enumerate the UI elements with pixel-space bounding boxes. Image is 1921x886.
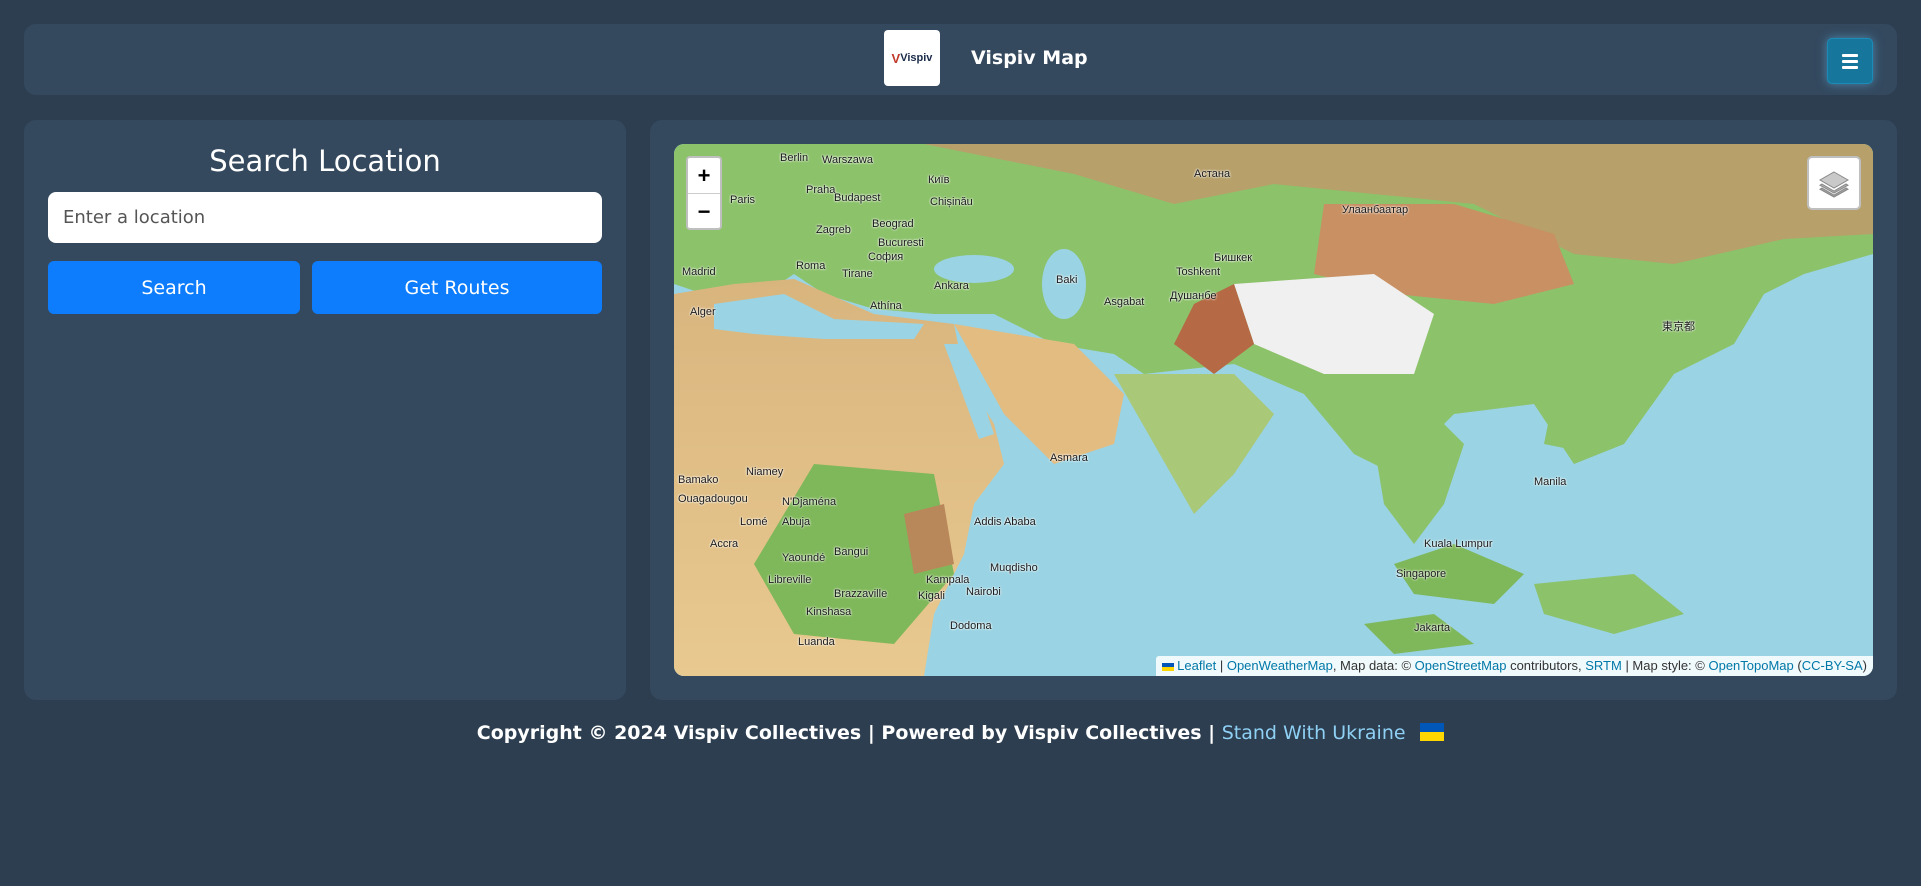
map-place-label: Душанбе <box>1170 290 1217 302</box>
search-heading: Search Location <box>209 144 441 178</box>
attribution-map-data-text: , Map data: © <box>1332 658 1415 673</box>
map-place-label: Ankara <box>934 280 969 292</box>
map-place-label: Addis Ababa <box>974 516 1036 528</box>
map-place-label: Libreville <box>768 574 812 586</box>
app-title[interactable]: Vispiv Map <box>971 47 1088 69</box>
map-place-label: N'Djaména <box>782 496 837 508</box>
map-place-label: Toshkent <box>1176 266 1221 278</box>
map-place-label: Dodoma <box>950 620 992 632</box>
map-place-label: Berlin <box>780 152 809 164</box>
map-place-label: Kuala Lumpur <box>1424 538 1493 550</box>
map-place-label: Asgabat <box>1104 296 1145 308</box>
cc-by-sa-link[interactable]: CC-BY-SA <box>1801 658 1863 673</box>
map-place-label: Brazzaville <box>834 588 888 600</box>
map-place-label: Beograd <box>872 218 914 230</box>
openstreetmap-link[interactable]: OpenStreetMap <box>1414 658 1507 673</box>
search-button[interactable]: Search <box>48 261 300 314</box>
map-place-label: Jakarta <box>1414 622 1451 634</box>
map-place-label: Nairobi <box>966 586 1001 598</box>
get-routes-button[interactable]: Get Routes <box>312 261 602 314</box>
map-place-label: Kigali <box>918 590 945 602</box>
map-place-label: Tirane <box>842 268 873 280</box>
stand-with-ukraine-link[interactable]: Stand With Ukraine <box>1221 722 1406 744</box>
ukraine-flag-icon <box>1420 723 1445 741</box>
map-place-label: Kinshasa <box>806 606 852 618</box>
vispiv-logo[interactable]: V Vispiv <box>884 30 940 86</box>
map-place-label: Астана <box>1194 168 1231 180</box>
srtm-link[interactable]: SRTM <box>1585 658 1622 673</box>
menu-toggle-button[interactable] <box>1827 38 1873 84</box>
opentopomap-link[interactable]: OpenTopoMap <box>1708 658 1794 673</box>
map-place-label: Zagreb <box>816 224 851 236</box>
logo-mark-icon: V <box>891 50 901 66</box>
footer: Copyright © 2024 Vispiv Collectives | Po… <box>0 722 1921 744</box>
map-place-label: Muqdisho <box>990 562 1038 574</box>
map-place-label: Athína <box>870 300 902 312</box>
map-place-label: Paris <box>730 194 756 206</box>
map-place-label: Lomé <box>740 516 768 528</box>
map-place-label: Niamey <box>746 466 784 478</box>
map-place-label: Bangui <box>834 546 869 558</box>
leaflet-link[interactable]: Leaflet <box>1177 658 1217 673</box>
location-search-input[interactable] <box>48 192 602 243</box>
ukraine-flag-icon <box>1162 662 1175 671</box>
layers-icon <box>1818 171 1850 198</box>
map-place-label: Budapest <box>834 192 881 204</box>
map-place-label: Accra <box>710 538 739 550</box>
map-place-label: Baki <box>1056 274 1078 286</box>
hamburger-icon <box>1842 51 1858 72</box>
attribution-map-style-text: | Map style: © <box>1621 658 1709 673</box>
map-place-label: Alger <box>690 306 716 318</box>
map-place-label: София <box>868 251 904 263</box>
map-place-label: Ouagadougou <box>678 493 748 505</box>
map-place-label: Singapore <box>1396 568 1447 580</box>
map-panel: Berlin Warszawa Praha Київ Budapest Chiș… <box>650 120 1897 700</box>
map-place-label: Bucuresti <box>878 237 924 249</box>
map-place-label: Luanda <box>798 636 835 648</box>
map-place-label: Roma <box>796 260 826 272</box>
layers-control-button[interactable] <box>1807 156 1861 210</box>
map-view[interactable]: Berlin Warszawa Praha Київ Budapest Chiș… <box>674 144 1873 676</box>
map-place-label: Kampala <box>926 574 970 586</box>
map-place-label: Бишкек <box>1214 252 1253 264</box>
footer-copyright-text: Copyright © 2024 Vispiv Collectives | Po… <box>476 722 1222 744</box>
map-place-label: Praha <box>806 184 836 196</box>
zoom-control: + − <box>686 156 722 230</box>
map-place-label: Bamako <box>678 474 719 486</box>
map-place-label: Warszawa <box>822 154 873 166</box>
map-place-label: Yaoundé <box>782 552 826 564</box>
zoom-in-button[interactable]: + <box>688 158 720 194</box>
search-panel: Search Location Search Get Routes <box>24 120 626 700</box>
map-place-label: Asmara <box>1050 452 1088 464</box>
attribution-contributors-text: contributors, <box>1506 658 1586 673</box>
map-place-label: Manila <box>1534 476 1567 488</box>
map-place-label: Chișinău <box>930 196 973 208</box>
map-attribution: Leaflet | OpenWeatherMap, Map data: © Op… <box>1156 656 1873 676</box>
openweathermap-link[interactable]: OpenWeatherMap <box>1226 658 1333 673</box>
map-place-label: Улаанбаатар <box>1342 204 1409 216</box>
map-place-label: Abuja <box>782 516 811 528</box>
logo-text: Vispiv <box>900 52 933 64</box>
map-place-label: Madrid <box>682 266 716 278</box>
terrain-map-image <box>674 144 1873 676</box>
header-bar: V Vispiv Vispiv Map <box>24 24 1897 95</box>
map-place-label: Київ <box>928 174 950 186</box>
zoom-out-button[interactable]: − <box>697 198 711 224</box>
map-place-label: 東京都 <box>1662 321 1695 333</box>
